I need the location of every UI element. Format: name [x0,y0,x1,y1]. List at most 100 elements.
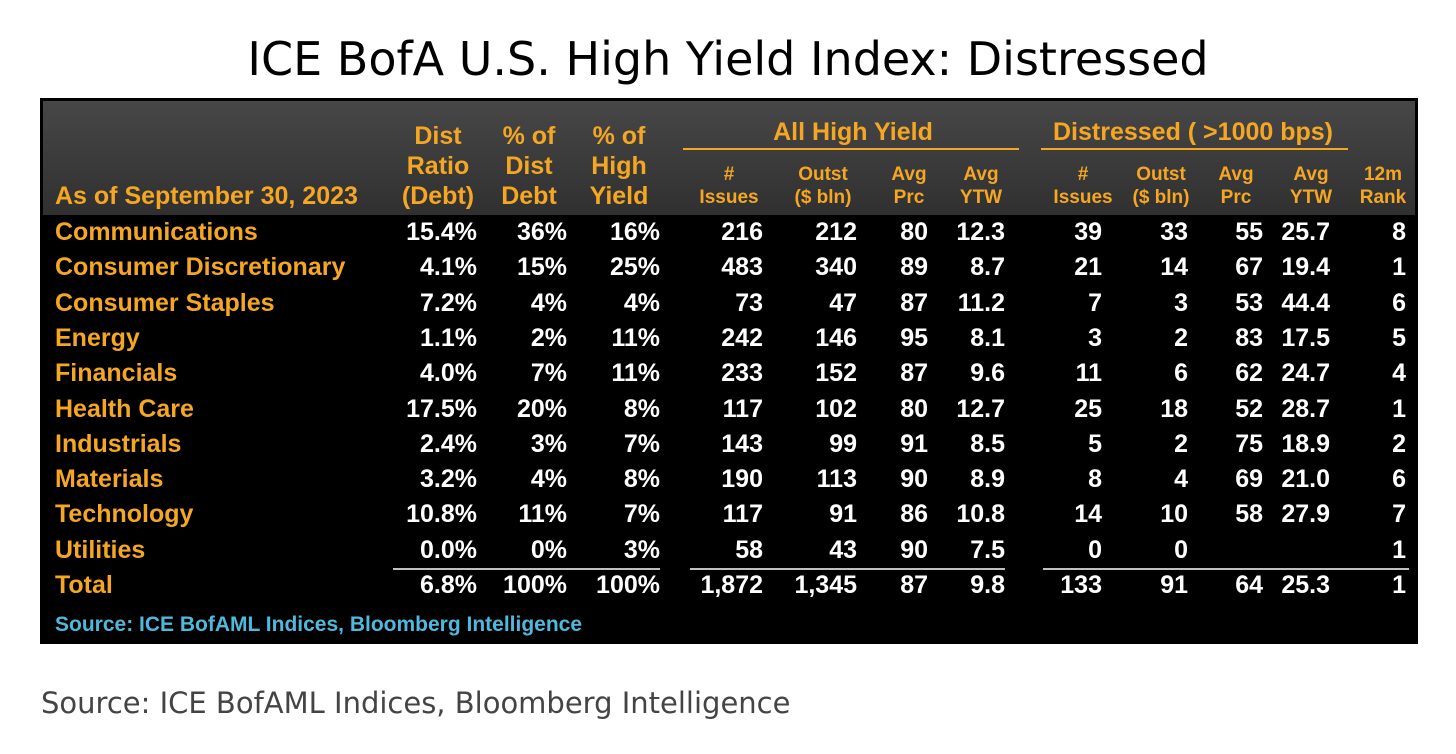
total-rule [393,568,660,570]
table-cell: 4.0% [420,359,477,388]
table-cell: 8.5 [970,429,1005,458]
table-cell: 117 [722,394,763,423]
table-cell: 64 [1235,571,1263,599]
table-cell: 14 [1074,500,1102,529]
column-header: Avg [891,164,927,185]
table-cell: 27.9 [1281,500,1330,529]
table-cell: 91 [829,500,857,529]
table-cell: 242 [721,323,763,352]
table-cell: 8% [623,465,660,494]
table-cell: 33 [1160,218,1188,246]
sector-label: Financials [55,359,178,388]
page-title: ICE BofA U.S. High Yield Index: Distress… [247,32,1209,86]
table-cell: 25.3 [1281,571,1330,599]
table-cell: 17.5% [406,394,477,423]
table-cell: 1,872 [700,571,763,599]
table-cell: 3 [1088,323,1102,352]
table-cell: 25.7 [1281,218,1330,246]
table-cell: 52 [1235,394,1263,423]
table-cell: 2 [1174,323,1188,352]
table-cell: 11% [611,359,660,388]
table-cell: 6 [1392,465,1406,494]
table-cell: 62 [1235,359,1263,388]
column-header: (Debt) [401,182,475,210]
table-cell: 12.3 [956,218,1005,246]
table-cell: 212 [815,218,857,246]
table-cell: 3.2% [420,465,477,494]
sector-label: Health Care [55,394,194,423]
table-cell: 20% [516,394,567,423]
table-cell: 483 [721,253,763,282]
table-cell: 100% [596,571,660,599]
column-header: YTW [959,187,1003,208]
table-cell: 233 [721,359,763,388]
table-cell: 6 [1392,288,1406,317]
column-header: Yield [589,182,649,210]
table-cell: 83 [1235,323,1263,352]
column-header: % of [592,122,646,150]
table-cell: 91 [900,429,928,458]
table-header-band [43,101,1415,215]
table-cell: 7% [530,359,567,388]
table-cell: 36% [516,218,567,246]
table-cell: 0 [1174,535,1188,564]
column-header: Dist [414,122,462,150]
table-cell: 190 [721,465,763,494]
column-header: Issues [699,187,759,208]
source-caption: Source: ICE BofAML Indices, Bloomberg In… [41,686,791,720]
column-header: Avg [1293,164,1329,185]
table-cell: 80 [900,218,928,246]
table-cell: 86 [900,500,928,529]
table-cell: 10 [1160,500,1188,529]
sector-label: Total [55,571,113,599]
table-cell: 2 [1174,429,1188,458]
table-cell: 0.0% [420,535,477,564]
table-cell: 24.7 [1281,359,1330,388]
table-cell: 9.6 [970,359,1005,388]
table-cell: 4% [530,465,567,494]
sector-label: Materials [55,465,164,494]
table-cell: 90 [900,535,928,564]
table-cell: 69 [1235,465,1263,494]
table-cell: 58 [735,535,763,564]
table-cell: 7% [623,429,660,458]
table-cell: 7 [1088,288,1102,317]
table-cell: 16% [609,218,660,246]
table-cell: 7 [1392,500,1406,529]
table-cell: 216 [721,218,763,246]
table-cell: 89 [900,253,928,282]
group-underline [683,148,1019,150]
table-source-note: Source: ICE BofAML Indices, Bloomberg In… [55,613,583,636]
table-cell: 1 [1392,253,1406,282]
column-header: Avg [1218,164,1254,185]
table-cell: 5 [1392,323,1406,352]
column-header: Ratio [406,152,470,180]
table-cell: 53 [1235,288,1263,317]
table-cell: 8 [1392,218,1406,246]
table-cell: 100% [503,571,567,599]
column-header: # [1077,164,1089,185]
table-cell: 18 [1160,394,1188,423]
sector-label: Utilities [55,535,146,564]
table-cell: 152 [815,359,857,388]
table-cell: 8.7 [970,253,1005,282]
table-cell: 11.2 [957,288,1005,317]
table-cell: 14 [1160,253,1188,282]
table-cell: 8 [1088,465,1102,494]
table-cell: 4 [1174,465,1188,494]
table-cell: 3 [1174,288,1188,317]
table-cell: 47 [829,288,857,317]
table-cell: 4.1% [420,253,477,282]
table-cell: 19.4 [1281,253,1330,282]
table-cell: 146 [815,323,857,352]
table-cell: 87 [900,359,928,388]
table-cell: 10.8 [956,500,1005,529]
group-header: Distressed ( >1000 bps) [1053,118,1333,146]
column-header: YTW [1289,187,1333,208]
table-cell: 90 [900,465,928,494]
table-cell: 17.5 [1281,323,1330,352]
table-cell: 25 [1074,394,1102,423]
table-cell: 7% [623,500,660,529]
table-cell: 12.7 [956,394,1005,423]
sector-label: Consumer Staples [55,288,275,317]
